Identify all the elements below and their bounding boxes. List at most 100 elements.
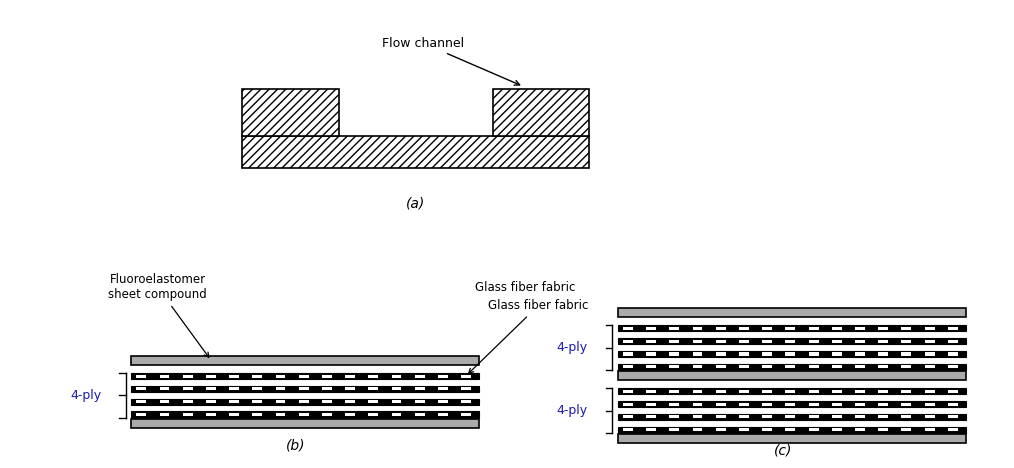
Bar (786, 428, 795, 431)
Bar (669, 402, 679, 406)
Bar (809, 390, 818, 393)
Bar (438, 413, 448, 416)
Bar (391, 375, 402, 378)
Bar (299, 413, 308, 416)
Bar (786, 416, 795, 418)
Bar (206, 375, 216, 378)
Bar (878, 327, 888, 330)
Bar (831, 416, 842, 418)
Bar (618, 351, 965, 357)
Bar (159, 400, 169, 403)
Text: Fluoroelastomer
sheet compound: Fluoroelastomer sheet compound (108, 273, 209, 357)
Bar (415, 413, 425, 416)
Bar (901, 428, 912, 431)
Bar (716, 402, 726, 406)
Bar (206, 388, 216, 390)
Bar (461, 413, 470, 416)
Bar (131, 373, 479, 379)
Bar (831, 428, 842, 431)
Bar (693, 428, 703, 431)
Bar (252, 388, 263, 390)
Bar (252, 375, 263, 378)
Bar (763, 402, 772, 406)
Text: (c): (c) (774, 443, 792, 457)
Bar (136, 375, 146, 378)
Bar (345, 375, 355, 378)
Bar (669, 428, 679, 431)
Bar (855, 428, 865, 431)
Bar (925, 327, 935, 330)
Bar (831, 402, 842, 406)
Bar (831, 390, 842, 393)
Bar (809, 365, 818, 368)
Bar (461, 400, 470, 403)
Bar (878, 428, 888, 431)
Bar (623, 365, 633, 368)
Bar (322, 413, 332, 416)
Bar (438, 400, 448, 403)
Bar (809, 428, 818, 431)
Bar (739, 402, 749, 406)
Bar (618, 308, 965, 317)
Text: (b): (b) (286, 439, 306, 453)
Bar (623, 416, 633, 418)
Bar (618, 434, 965, 444)
Bar (299, 375, 308, 378)
Bar (276, 400, 285, 403)
Bar (878, 416, 888, 418)
Bar (136, 388, 146, 390)
Bar (878, 352, 888, 356)
Bar (669, 416, 679, 418)
Bar (345, 388, 355, 390)
Bar (831, 340, 842, 343)
Bar (716, 428, 726, 431)
Bar (948, 428, 957, 431)
Bar (739, 390, 749, 393)
Bar (763, 428, 772, 431)
Bar (646, 365, 656, 368)
Bar (763, 365, 772, 368)
Bar (623, 428, 633, 431)
Bar (159, 388, 169, 390)
Bar (693, 327, 703, 330)
Bar (901, 327, 912, 330)
Bar (229, 413, 239, 416)
Bar (763, 416, 772, 418)
Bar (763, 390, 772, 393)
Bar (276, 375, 285, 378)
Bar (461, 375, 470, 378)
Bar (618, 388, 965, 395)
Bar (618, 427, 965, 433)
Bar (878, 340, 888, 343)
Bar (809, 327, 818, 330)
Bar (901, 402, 912, 406)
Bar (131, 411, 479, 417)
Bar (242, 89, 339, 136)
Bar (646, 428, 656, 431)
Bar (763, 352, 772, 356)
Bar (878, 365, 888, 368)
Bar (159, 413, 169, 416)
Bar (669, 352, 679, 356)
Bar (646, 416, 656, 418)
Bar (669, 340, 679, 343)
Bar (183, 388, 193, 390)
Bar (131, 356, 479, 365)
Bar (716, 352, 726, 356)
Bar (716, 327, 726, 330)
Bar (669, 327, 679, 330)
Text: 4-ply: 4-ply (557, 341, 588, 354)
Bar (322, 375, 332, 378)
Text: (a): (a) (407, 197, 425, 211)
Bar (345, 413, 355, 416)
Bar (368, 413, 378, 416)
Bar (623, 352, 633, 356)
Bar (716, 390, 726, 393)
Bar (206, 413, 216, 416)
Bar (368, 388, 378, 390)
Bar (438, 375, 448, 378)
Bar (809, 352, 818, 356)
Bar (136, 413, 146, 416)
Bar (786, 402, 795, 406)
Bar (493, 89, 589, 136)
